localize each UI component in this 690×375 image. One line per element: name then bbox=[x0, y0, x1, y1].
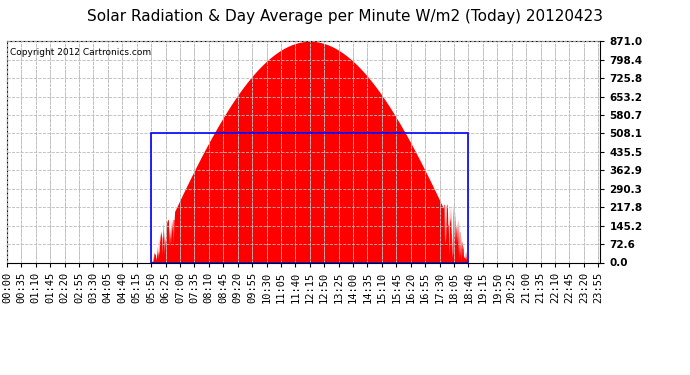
Text: Solar Radiation & Day Average per Minute W/m2 (Today) 20120423: Solar Radiation & Day Average per Minute… bbox=[87, 9, 603, 24]
Bar bbox=[151, 134, 469, 262]
Text: Copyright 2012 Cartronics.com: Copyright 2012 Cartronics.com bbox=[10, 48, 151, 57]
